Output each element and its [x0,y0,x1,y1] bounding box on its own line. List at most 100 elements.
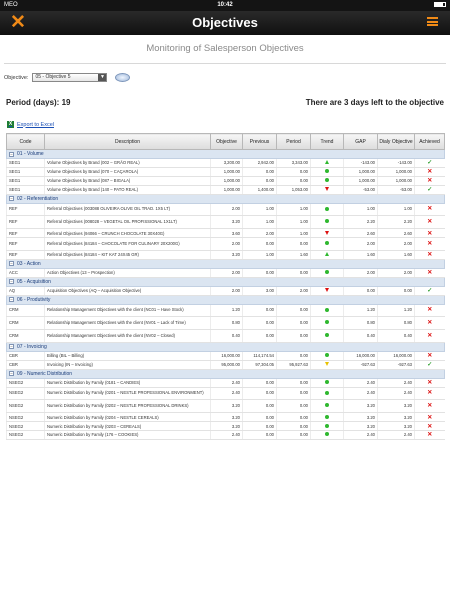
code-cell: CRM [6,329,45,343]
trend-cell [310,304,344,318]
description-cell: Acquisition Objectives (AQ – Acquisition… [44,286,211,296]
column-header[interactable]: Objective [210,133,243,150]
collapse-icon[interactable]: − [9,344,14,350]
table-row[interactable]: NSEG2 Numeric Distribution by Family (018… [6,378,445,388]
collapse-icon[interactable]: − [9,261,14,267]
group-row[interactable]: −02 - Referentiation [6,193,445,204]
gap-cell: 2.60 [343,228,378,239]
objective-cell: 2.00 [210,286,243,296]
previous-cell: 1.00 [242,203,277,217]
period-cell: 0.00 [276,329,311,343]
objective-label: Objective: [4,74,29,81]
group-header[interactable]: −03 - Action [6,258,445,269]
column-header[interactable]: Achieved [414,133,445,150]
table-row[interactable]: CBR Invoicing (IN – Invoicing) 95,000.00 97… [6,360,445,370]
table-row[interactable]: CRM Relationship Management Objectives wi… [6,304,445,318]
table-row[interactable]: REF Referral Objectives (008028 – VEGETAL… [6,215,445,230]
daily-objective-cell: 2.60 [377,228,415,239]
table-row[interactable]: REF Referral Objectives (003088 OLIVEIRA … [6,203,445,217]
group-header[interactable]: −09 - Numeric Distribution [6,368,445,379]
period-cell: 1,053.00 [276,185,311,195]
table-row[interactable]: ACC Action Objectives (13 – Prospection) 2… [6,268,445,278]
collapse-icon[interactable]: − [9,371,14,377]
description-cell: Referral Objectives (84184 – KIT KAT 24X… [44,250,211,260]
description-cell: Volume Objectives by Brand (087 – BIGALA… [44,176,211,186]
refresh-button[interactable] [115,73,131,82]
group-header[interactable]: −07 - Invoicing [6,341,445,352]
table-row[interactable]: AQ Acquisition Objectives (AQ – Acquisiti… [6,286,445,296]
trend-steady-icon [325,353,329,358]
achieved-cell: ✕ [414,237,445,251]
description-cell: Numeric Distribution by Family (0203 – C… [44,421,211,431]
column-header[interactable]: Period [276,133,311,150]
group-row[interactable]: −03 - Action [6,258,445,269]
table-row[interactable]: SEG1 Volume Objectives by Brand (002 – GR… [6,158,445,168]
previous-cell: 0.00 [242,412,277,423]
gap-cell: 2.20 [343,215,378,230]
trend-down-icon [325,288,329,293]
group-header[interactable]: −02 - Referentiation [6,193,445,204]
collapse-icon[interactable]: − [9,151,14,157]
period-cell: 0.00 [276,387,311,401]
collapse-icon[interactable]: − [9,297,14,303]
objective-dropdown[interactable]: 05 - Objective 5 ▼ [32,73,108,82]
period-cell: 0.00 [276,237,311,251]
previous-cell: 1.00 [242,215,277,230]
objective-cell: 2.00 [210,203,243,217]
description-cell: Billing (BIL – Billing) [44,351,211,361]
table-row[interactable]: REF Referral Objectives (84184 – KIT KAT … [6,250,445,260]
group-row[interactable]: −05 - Acquisition [6,276,445,287]
gap-cell: 0.00 [343,286,378,296]
group-row[interactable]: −01 - Volume [6,149,445,159]
trend-cell [310,329,344,343]
trend-steady-icon [325,390,329,395]
objective-cell: 95,000.00 [210,360,243,370]
table-row[interactable]: REF Referral Objectives (84184 – CHOCOLAT… [6,237,445,251]
period-cell: 2.00 [276,286,311,296]
column-header[interactable]: Previous [242,133,277,150]
objective-cell: 1.20 [210,304,243,318]
table-row[interactable]: SEG1 Volume Objectives by Brand (140 – PA… [6,185,445,195]
group-row[interactable]: −07 - Invoicing [6,341,445,352]
table-row[interactable]: NSEG2 Numeric Distribution by Family (020… [6,412,445,423]
column-header[interactable]: Trend [310,133,344,150]
table-row[interactable]: CRM Relationship Management Objectives wi… [6,316,445,331]
group-header[interactable]: −05 - Acquisition [6,276,445,287]
table-row[interactable]: REF Referral Objectives (94066 – CRUNCH C… [6,228,445,239]
objective-cell: 0.40 [210,329,243,343]
group-header[interactable]: −06 - Produtivity [6,294,445,305]
table-row[interactable]: CBR Billing (BIL – Billing) 16,000.00 114,1… [6,351,445,361]
table-row[interactable]: NSEG2 Numeric Distribution by Family (020… [6,399,445,414]
table-row[interactable]: SEG1 Volume Objectives by Brand (070 – CA… [6,167,445,177]
collapse-icon[interactable]: − [9,279,14,285]
column-header[interactable]: Description [44,133,211,150]
gap-cell: 3.20 [343,421,378,431]
group-row[interactable]: −06 - Produtivity [6,294,445,305]
table-row[interactable]: NSEG2 Numeric Distribution by Family (020… [6,387,445,401]
column-header[interactable]: Code [6,133,45,150]
group-header[interactable]: −01 - Volume [6,149,445,159]
export-to-excel-link[interactable]: X Export to Excel [7,121,54,128]
group-label: 06 - Produtivity [17,296,51,303]
period-cell: 0.00 [276,412,311,423]
table-row[interactable]: SEG1 Volume Objectives by Brand (087 – BI… [6,176,445,186]
column-header[interactable]: GAP [343,133,378,150]
achieved-cell: ✓ [414,158,445,168]
gap-cell: 3.20 [343,399,378,414]
table-row[interactable]: CRM Relationship Management Objectives wi… [6,329,445,343]
list-menu-icon[interactable] [427,17,438,29]
table-row[interactable]: NSEG2 Numeric Distribution by Family (176… [6,430,445,440]
previous-cell: 1,400.00 [242,185,277,195]
group-row[interactable]: −09 - Numeric Distribution [6,368,445,379]
group-label: 07 - Invoicing [17,343,47,350]
close-icon[interactable]: ✕ [10,12,26,33]
cross-icon: ✕ [427,252,433,259]
objective-cell: 1,000.00 [210,167,243,177]
period-cell: 1.00 [276,228,311,239]
achieved-cell: ✕ [414,421,445,431]
code-cell: SEG1 [6,158,45,168]
table-row[interactable]: NSEG2 Numeric Distribution by Family (020… [6,421,445,431]
column-header[interactable]: Dialy Objective [377,133,415,150]
description-cell: Relationship Management Objectives with … [44,304,211,318]
collapse-icon[interactable]: − [9,196,14,202]
